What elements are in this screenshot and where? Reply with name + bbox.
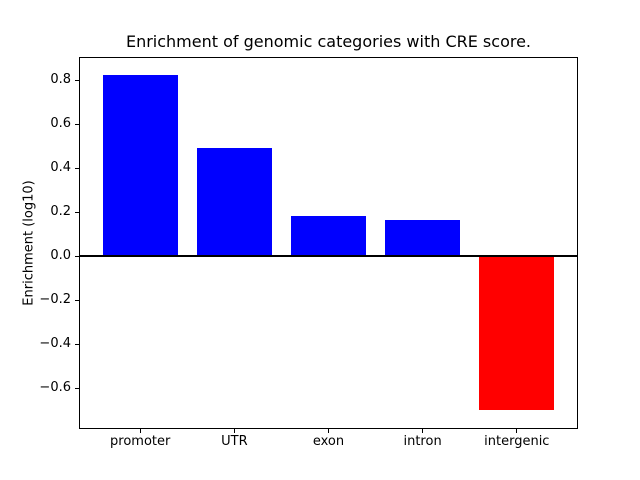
y-tick-label: 0.6 bbox=[50, 116, 71, 132]
x-tick-label: promoter bbox=[110, 434, 171, 449]
y-tick-label: 0.8 bbox=[50, 72, 71, 87]
bar-UTR bbox=[196, 148, 272, 257]
zero-line bbox=[79, 255, 578, 258]
y-tick-label: 0.2 bbox=[50, 204, 71, 220]
bar-intergenic bbox=[479, 256, 555, 411]
x-tick-mark bbox=[328, 429, 329, 433]
plot-area bbox=[79, 57, 578, 429]
y-tick-mark bbox=[75, 123, 79, 125]
x-tick-label: intron bbox=[403, 434, 442, 449]
y-tick-label: −0.6 bbox=[39, 380, 71, 396]
x-tick-label: exon bbox=[312, 434, 345, 449]
y-tick-label: −0.2 bbox=[39, 292, 71, 308]
x-tick-mark bbox=[139, 429, 141, 433]
y-tick-label: 0.0 bbox=[50, 248, 71, 264]
y-tick-mark bbox=[75, 387, 79, 389]
chart-title: Enrichment of genomic categories with CR… bbox=[125, 32, 532, 51]
bar-promoter bbox=[102, 74, 178, 257]
y-tick-mark bbox=[75, 343, 79, 345]
y-tick-label: 0.4 bbox=[50, 160, 71, 176]
y-tick-mark bbox=[75, 299, 79, 301]
x-tick-mark bbox=[233, 429, 235, 433]
x-tick-label: UTR bbox=[221, 434, 248, 449]
y-axis-label: Enrichment (log10) bbox=[21, 180, 37, 306]
x-tick-mark bbox=[516, 429, 518, 433]
bar-exon bbox=[290, 215, 367, 257]
y-tick-mark bbox=[75, 79, 79, 81]
y-tick-label: −0.4 bbox=[39, 336, 71, 352]
y-tick-mark bbox=[75, 255, 79, 257]
y-tick-mark bbox=[75, 211, 79, 213]
y-tick-mark bbox=[75, 167, 79, 169]
x-tick-label: intergenic bbox=[484, 434, 550, 449]
x-tick-mark bbox=[422, 429, 424, 433]
bar-intron bbox=[385, 219, 461, 257]
